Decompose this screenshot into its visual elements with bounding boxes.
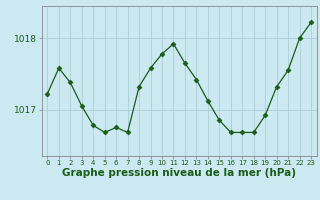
- X-axis label: Graphe pression niveau de la mer (hPa): Graphe pression niveau de la mer (hPa): [62, 168, 296, 178]
